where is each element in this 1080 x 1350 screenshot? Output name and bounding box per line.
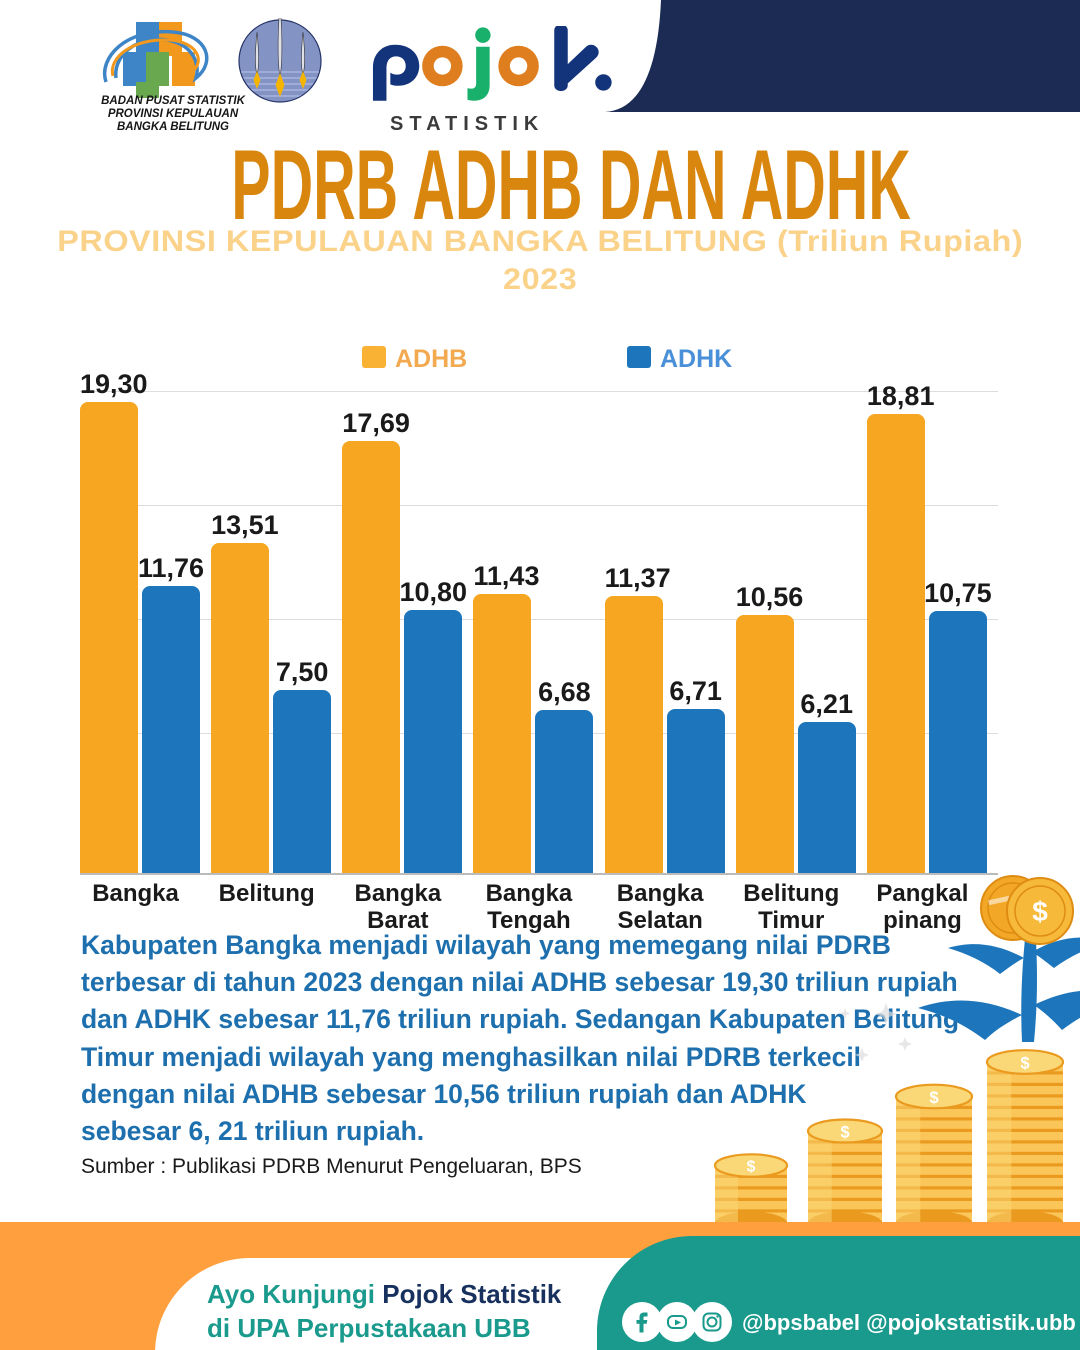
- svg-text:$: $: [1020, 1054, 1030, 1073]
- svg-text:$: $: [929, 1088, 939, 1107]
- svg-text:$: $: [1032, 896, 1048, 927]
- svg-text:$: $: [840, 1123, 849, 1141]
- svg-text:$: $: [747, 1159, 756, 1176]
